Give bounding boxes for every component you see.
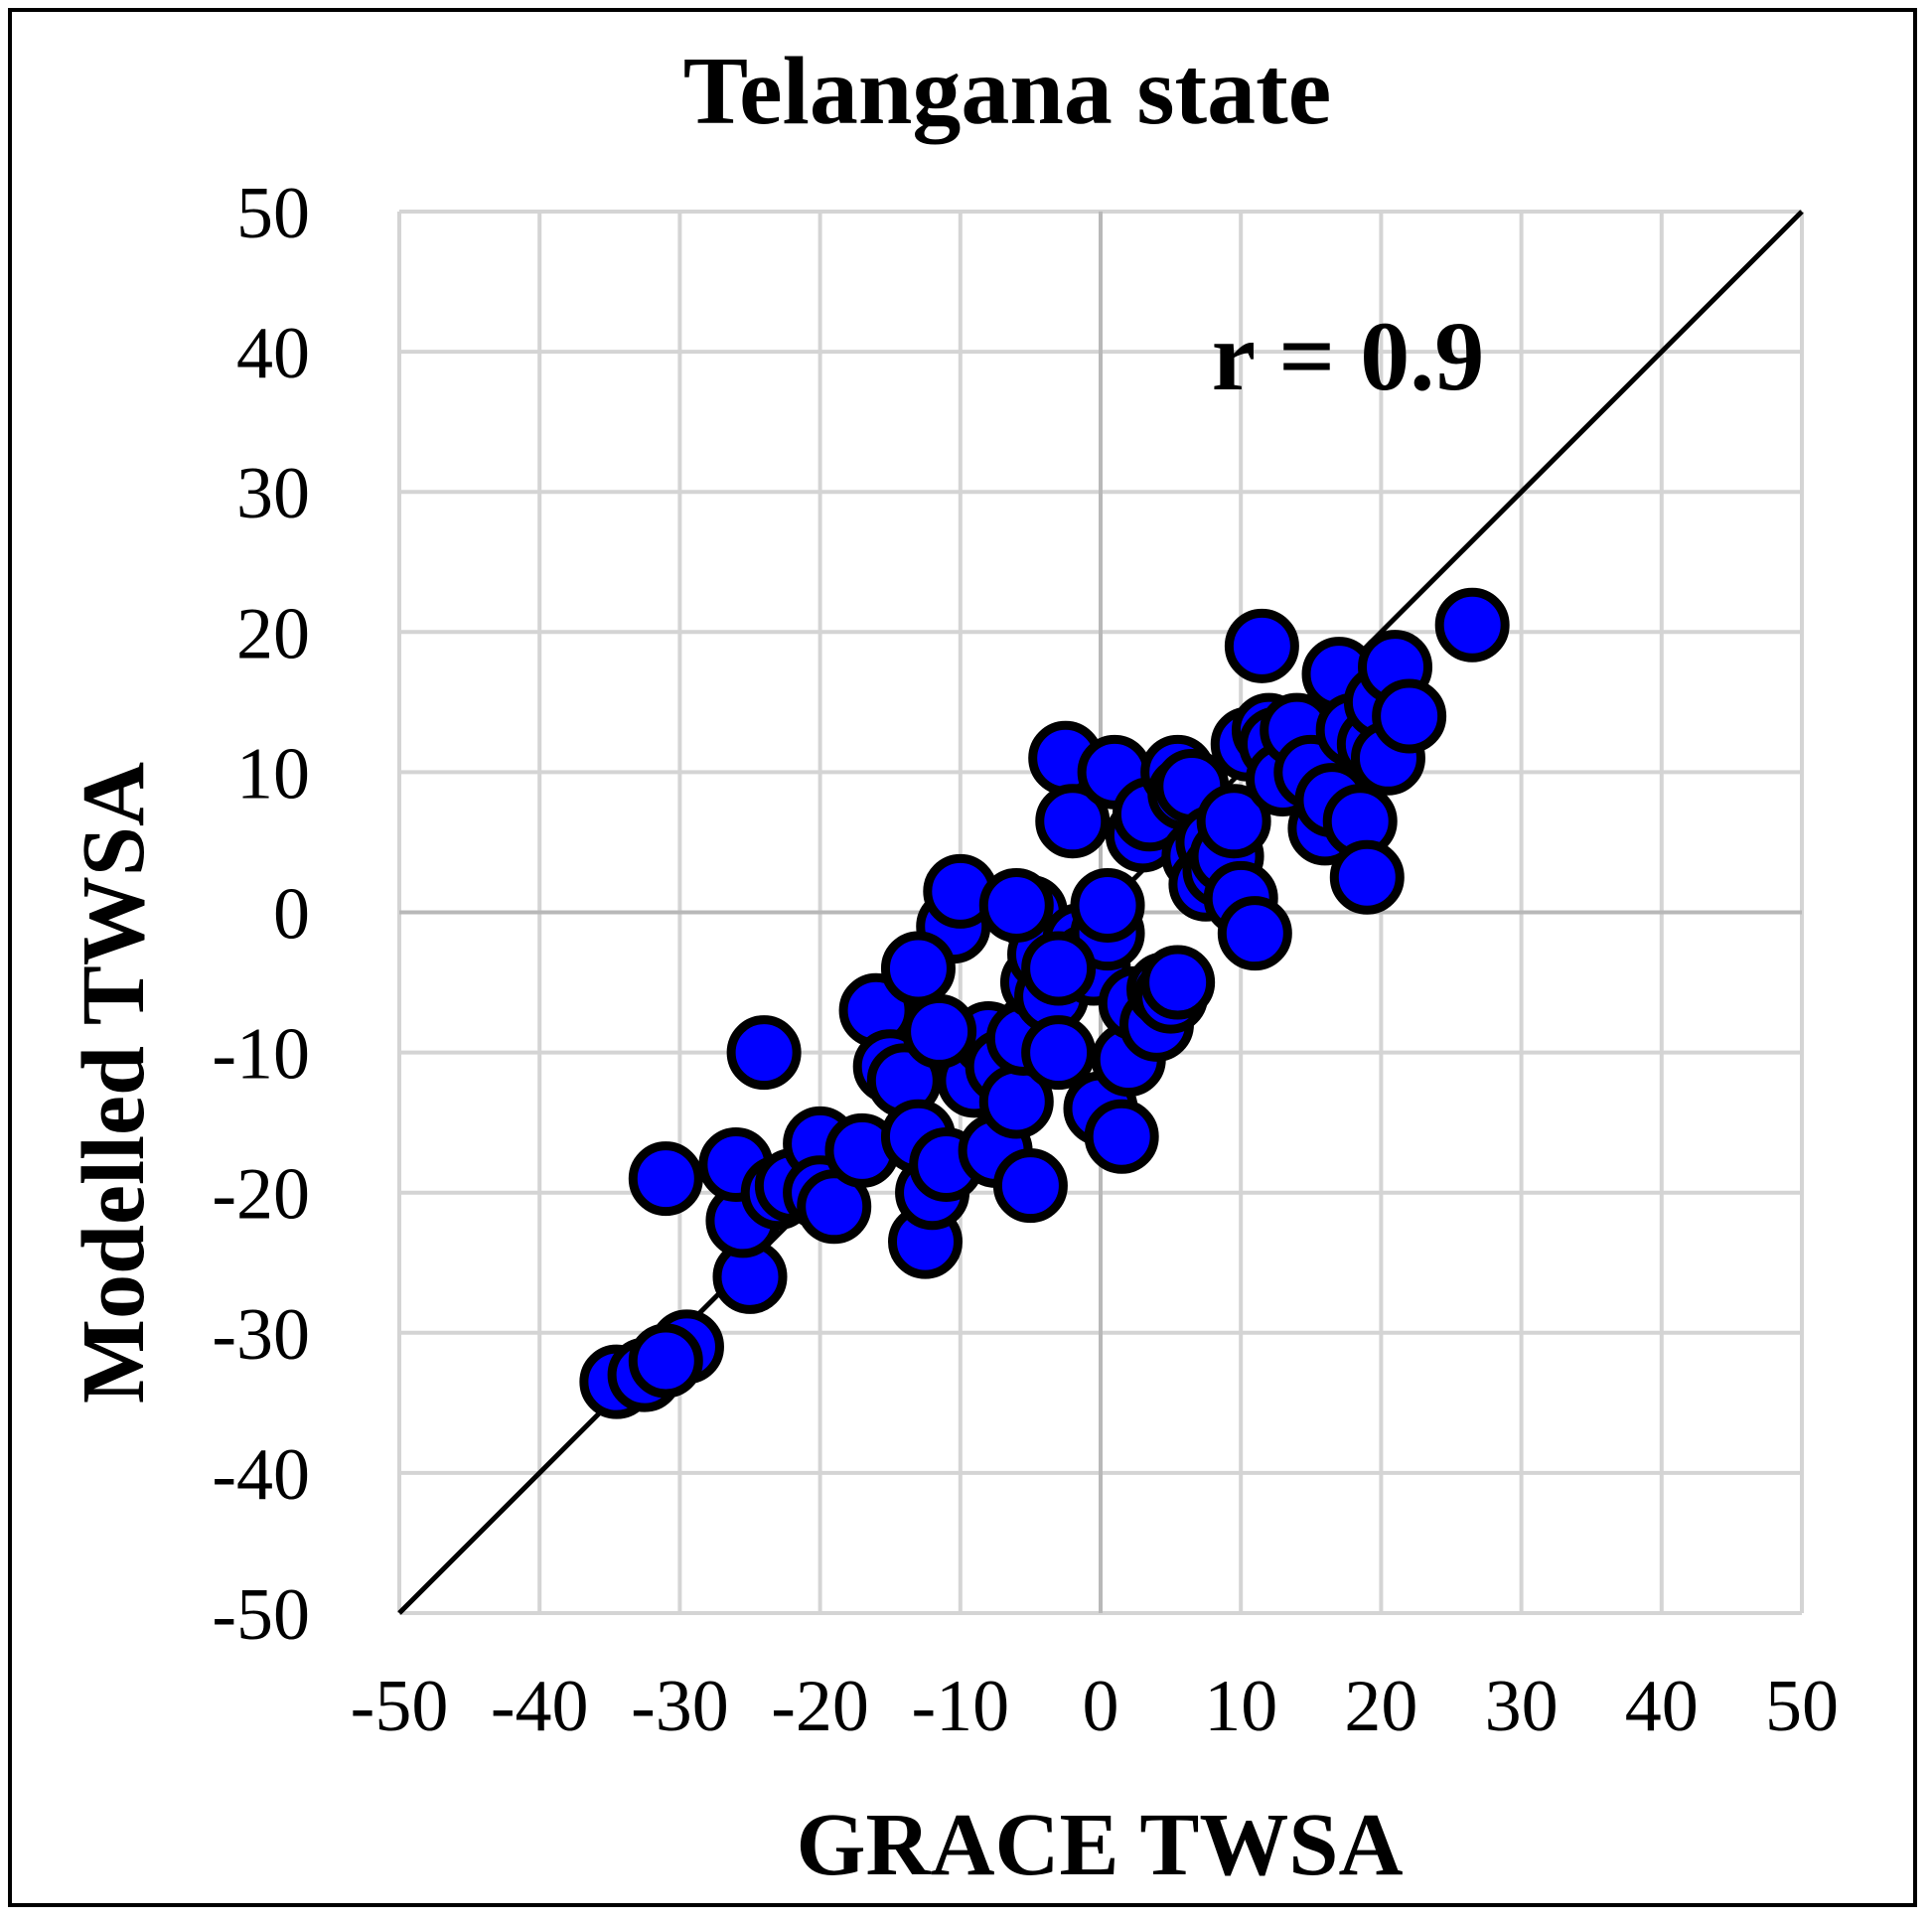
x-tick-label-3: -20	[771, 1666, 869, 1747]
data-point-61	[1217, 896, 1292, 971]
data-point-85	[1070, 867, 1145, 943]
data-point-35	[1035, 784, 1111, 859]
y-tick-labels: -50 -40 -30 -20 -10 0 10 20 30 40 50	[212, 173, 310, 1656]
data-point-84	[880, 931, 956, 1006]
data-point-82	[1021, 931, 1097, 1006]
scatter-chart: -50 -40 -30 -20 -10 0 10 20 30 40 50 -50-40-30-20-…	[65, 38, 1839, 1894]
y-tick-label-1: -40	[212, 1434, 310, 1516]
x-tick-label-0: -50	[351, 1666, 449, 1747]
data-point-81	[628, 1141, 703, 1217]
data-point-83	[902, 993, 977, 1069]
data-point-87	[978, 867, 1054, 943]
data-point-80	[726, 1015, 802, 1091]
x-tick-label-8: 30	[1485, 1666, 1559, 1747]
y-tick-label-2: -30	[212, 1294, 310, 1376]
chart-title: Telangana state	[683, 38, 1332, 145]
y-axis-label: Modelled TWSA	[65, 762, 163, 1404]
data-point-86	[1140, 945, 1216, 1020]
data-point-3	[628, 1323, 703, 1399]
y-tick-label-3: -20	[212, 1154, 310, 1236]
data-point-42	[1084, 1099, 1159, 1174]
data-point-79	[1434, 587, 1510, 663]
x-tick-label-6: 10	[1204, 1666, 1277, 1747]
x-tick-label-10: 50	[1765, 1666, 1839, 1747]
y-tick-label-10: 50	[236, 173, 310, 254]
data-points	[579, 587, 1510, 1419]
y-tick-label-5: 0	[273, 874, 310, 956]
data-point-78	[1372, 678, 1447, 754]
x-tick-label-7: 20	[1344, 1666, 1417, 1747]
y-tick-label-9: 40	[236, 313, 310, 394]
x-axis-label: GRACE TWSA	[797, 1796, 1404, 1894]
x-tick-label-1: -40	[491, 1666, 589, 1747]
x-tick-label-2: -30	[631, 1666, 729, 1747]
data-point-58	[1196, 784, 1271, 859]
x-tick-label-9: 40	[1625, 1666, 1699, 1747]
y-tick-label-0: -50	[212, 1574, 310, 1656]
y-tick-label-8: 30	[236, 453, 310, 534]
y-tick-label-7: 20	[236, 593, 310, 674]
y-tick-label-6: 10	[236, 733, 310, 814]
chart-frame: -50 -40 -30 -20 -10 0 10 20 30 40 50 -50 -40 -30 -20-…	[8, 8, 1917, 1907]
data-point-33	[1021, 1015, 1097, 1091]
x-tick-labels: -50 -40 -30 -20 -10 0 10 20 30 40 50	[351, 1666, 1839, 1747]
x-tick-label-5: 0	[1083, 1666, 1119, 1747]
data-point-73	[1329, 839, 1405, 915]
correlation-annotation: r = 0.9	[1212, 301, 1485, 411]
data-point-62	[1224, 608, 1299, 683]
x-tick-label-4: -10	[911, 1666, 1009, 1747]
data-point-29	[992, 1148, 1068, 1224]
y-tick-label-4: -10	[212, 1014, 310, 1096]
